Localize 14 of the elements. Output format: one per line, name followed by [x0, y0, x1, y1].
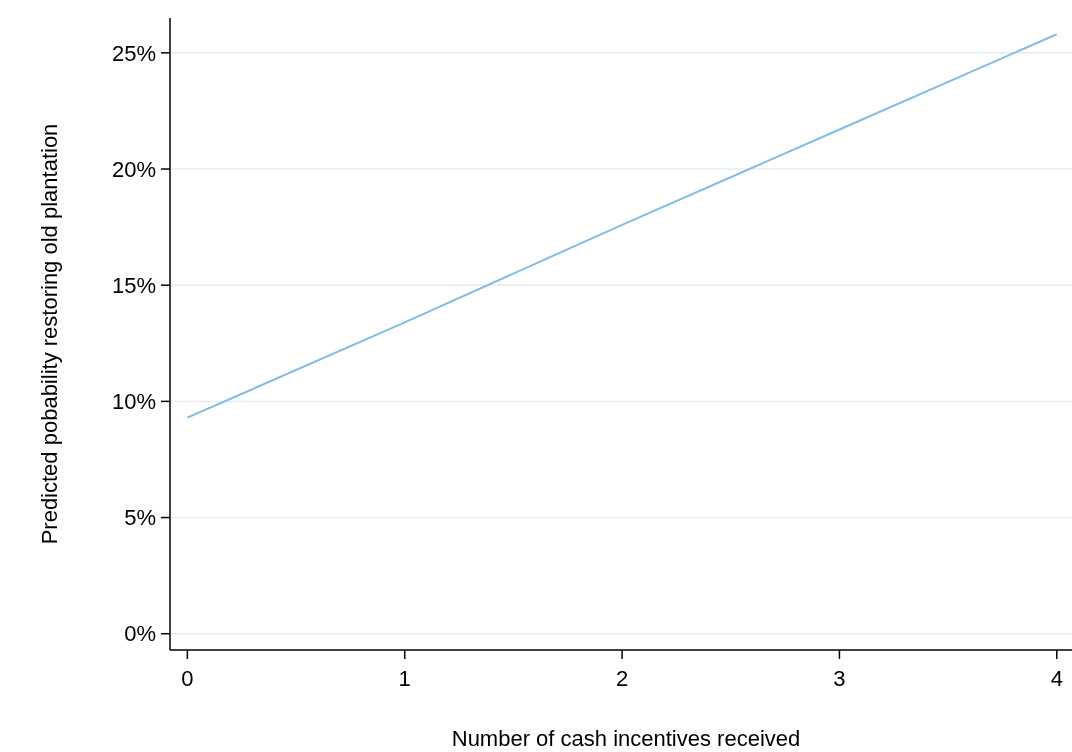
x-tick-label: 1 — [398, 666, 411, 691]
x-tick-label: 3 — [833, 666, 846, 691]
y-tick-label: 20% — [111, 156, 156, 182]
y-tick-label: 0% — [124, 621, 156, 647]
x-tick-label: 0 — [181, 666, 194, 691]
line-series — [186, 33, 1058, 419]
y-tick-label: 5% — [124, 505, 156, 531]
y-axis-title: Predicted pobability restoring old plantation — [37, 123, 62, 545]
y-tick-label: 25% — [111, 40, 156, 66]
y-tick-label: 15% — [111, 272, 156, 298]
x-tick-label: 2 — [615, 666, 629, 691]
x-axis-title: Number of cash incentives received — [451, 726, 801, 751]
x-tick-label: 4 — [1050, 666, 1063, 691]
y-tick-label: 10% — [111, 389, 156, 415]
